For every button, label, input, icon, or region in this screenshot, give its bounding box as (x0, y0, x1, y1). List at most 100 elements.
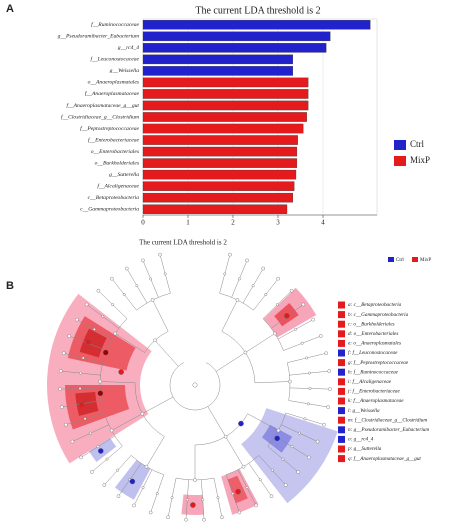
legend-label: k: f__Anaeroplasmataceae (348, 397, 404, 404)
branch (115, 333, 145, 353)
legend-swatch (338, 339, 345, 347)
node (64, 422, 68, 427)
legend-label: i: f__Alcaligenaceae (348, 378, 392, 385)
node (192, 382, 198, 388)
y-tick-label: f__Leuconostocaceae (91, 56, 140, 63)
legend-label: q: f__Anaeroplasmataceae_g__gut (348, 455, 421, 462)
branch (146, 436, 165, 467)
legend-label: j: f__Enterobacteriaceae (347, 388, 401, 395)
bar (142, 135, 298, 145)
node (254, 503, 258, 508)
node (228, 252, 232, 257)
node (113, 331, 117, 336)
cladogram: a: c__Betaproteobacteria b: c__Gammaprote… (46, 252, 429, 522)
legend-swatch (388, 257, 394, 262)
node (83, 417, 87, 421)
node (223, 272, 227, 276)
node (70, 439, 75, 444)
node (60, 405, 64, 409)
bar (142, 77, 309, 88)
branch (245, 333, 275, 353)
legend-swatch (394, 140, 406, 150)
node (61, 351, 66, 356)
node (118, 369, 124, 375)
node (97, 390, 104, 397)
node (110, 276, 114, 281)
legend-label: d: o__Enterobacteriales (348, 331, 398, 337)
node (324, 351, 329, 356)
node (245, 486, 249, 489)
node (96, 288, 101, 293)
node (190, 502, 196, 508)
node (105, 457, 109, 461)
bar (142, 169, 297, 180)
node (92, 327, 96, 331)
node (326, 405, 330, 409)
legend-swatch (412, 257, 418, 262)
y-tick-label: o__Enterobacteriales (91, 149, 139, 155)
node (258, 478, 262, 482)
bar (142, 43, 327, 53)
bar (142, 181, 295, 191)
node (185, 498, 189, 502)
node (141, 486, 145, 489)
node (238, 420, 244, 427)
node (270, 468, 274, 472)
legend-label: f: f__Leuconostocaceae (348, 349, 398, 356)
panel-label: B (6, 280, 14, 292)
node (307, 455, 311, 460)
node (274, 435, 280, 442)
node (307, 402, 310, 406)
node (284, 312, 290, 319)
node (116, 494, 121, 499)
y-tick-label: f__Enterobacteriaceae (88, 136, 140, 143)
clade-shade (241, 408, 338, 504)
node (245, 258, 249, 263)
legend-label: Ctrl (410, 139, 425, 149)
node (149, 277, 153, 281)
node (132, 503, 136, 508)
legend-label: MixP (420, 258, 431, 263)
bar (142, 123, 304, 134)
node (75, 317, 79, 322)
node (235, 488, 241, 495)
y-tick-label: g__Sutterella (109, 172, 139, 178)
legend-label: h: f__Ruminococcaceae (348, 368, 399, 375)
node (290, 445, 294, 449)
legend-swatch (338, 320, 345, 328)
node (311, 317, 315, 322)
branch (207, 406, 226, 437)
node (303, 417, 307, 421)
x-tick-label: 4 (321, 219, 325, 227)
legend-swatch (338, 387, 345, 395)
bar (142, 158, 298, 168)
branch (225, 436, 244, 467)
legend-swatch (338, 455, 345, 463)
y-tick-label: f__Anaeroplasmataceae_g__gut (66, 102, 139, 109)
branch (111, 413, 143, 431)
node (202, 517, 206, 522)
node (78, 387, 82, 390)
node (101, 314, 105, 318)
x-axis-title: The current LDA threshold is 2 (139, 239, 227, 247)
x-tick-label: 2 (231, 219, 235, 227)
node (129, 478, 136, 485)
node (275, 303, 279, 307)
node (296, 470, 301, 474)
node (276, 276, 280, 281)
node (241, 464, 246, 469)
branch (100, 381, 136, 384)
bar (142, 112, 307, 122)
legend-label: Ctrl (396, 258, 404, 263)
node (85, 339, 92, 345)
legend-label: n: g__Pseudoramibacter_Eubacterium (348, 427, 429, 433)
chart-title: The current LDA threshold is 2 (195, 5, 320, 16)
legend-label: m: f__Clostridiaceae_g__Clostridium (348, 416, 427, 423)
node (122, 293, 126, 296)
legend-label: g: f__Peptostreptococcaceae (348, 359, 409, 366)
y-tick-label: o__Anaeroplasmatales (88, 80, 139, 86)
x-tick-label: 1 (186, 219, 190, 227)
node (264, 293, 268, 296)
node (281, 457, 285, 461)
legend-label: b: c__Gammaproteobacteria (348, 312, 409, 318)
